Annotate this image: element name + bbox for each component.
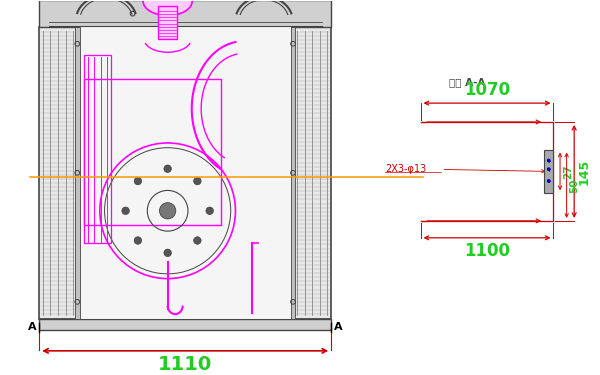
Circle shape: [104, 148, 231, 274]
Circle shape: [548, 159, 550, 162]
Text: 1100: 1100: [464, 242, 510, 260]
Text: 50: 50: [569, 178, 580, 192]
Text: 1110: 1110: [158, 355, 212, 374]
Text: A: A: [334, 322, 342, 332]
Circle shape: [164, 249, 172, 256]
Text: 1070: 1070: [464, 81, 510, 99]
Bar: [85, 55, 111, 243]
Bar: [39, 319, 331, 330]
Circle shape: [548, 180, 550, 182]
Circle shape: [134, 177, 142, 185]
Circle shape: [548, 168, 550, 171]
Bar: [39, 27, 331, 319]
Bar: [39, 0, 331, 27]
Bar: [85, 80, 221, 225]
Text: 2X3-φ13: 2X3-φ13: [385, 164, 426, 174]
Circle shape: [134, 237, 142, 244]
Bar: [544, 150, 553, 193]
Ellipse shape: [143, 0, 192, 15]
Bar: [290, 27, 295, 319]
Circle shape: [194, 237, 201, 244]
Circle shape: [164, 165, 172, 172]
Text: 27: 27: [563, 164, 573, 179]
Circle shape: [122, 207, 130, 214]
Bar: [75, 27, 80, 319]
Circle shape: [194, 177, 201, 185]
Text: A: A: [28, 322, 37, 332]
Text: 145: 145: [578, 158, 591, 184]
Text: 剔面 A-A: 剔面 A-A: [449, 77, 485, 87]
Circle shape: [206, 207, 214, 214]
Circle shape: [160, 202, 176, 219]
Bar: [80, 27, 290, 319]
Bar: [158, 6, 177, 39]
